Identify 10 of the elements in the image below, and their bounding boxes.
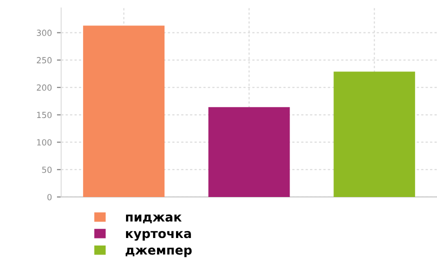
y-tick-label: 0 (47, 194, 52, 200)
y-tick-label: 150 (37, 112, 52, 118)
y-tick-label: 100 (37, 139, 52, 146)
legend-label: джемпер (126, 248, 192, 258)
y-tick-label: 200 (36, 84, 52, 91)
y-tick-label: 250 (36, 57, 52, 64)
legend-label: пиджак (126, 214, 182, 224)
y-tick-label: 50 (42, 166, 52, 173)
legend-label: курточка (126, 230, 191, 241)
y-tick-label: 300 (36, 30, 52, 36)
